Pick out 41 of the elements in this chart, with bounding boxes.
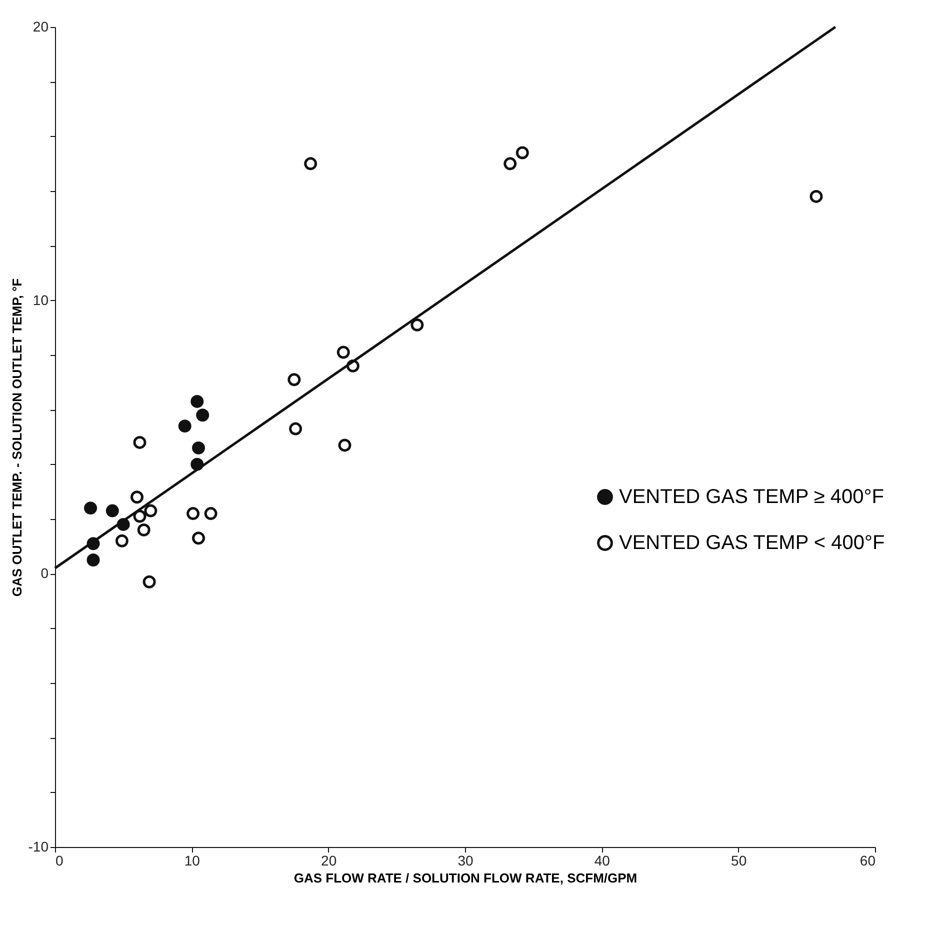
point <box>516 146 529 160</box>
point <box>304 157 318 170</box>
point <box>336 346 350 359</box>
point <box>289 422 302 436</box>
point <box>178 420 192 433</box>
point <box>86 554 100 566</box>
point <box>192 532 205 545</box>
y-axis-title: GAS OUTLET TEMP. - SOLUTION OUTLET TEMP, °F <box>9 278 24 597</box>
point <box>186 507 200 520</box>
point <box>84 502 98 515</box>
x-tick-label: 10 <box>184 852 200 868</box>
x-tick-label: 60 <box>860 852 876 868</box>
point <box>204 507 218 520</box>
y-tick-label: 0 <box>40 565 49 582</box>
point <box>133 510 146 523</box>
y-tick-label: 10 <box>32 292 49 308</box>
point <box>144 504 158 518</box>
x-axis-title: GAS FLOW RATE / SOLUTION FLOW RATE, SCFM/GPM <box>294 870 638 886</box>
point <box>504 157 517 170</box>
x-tick-label: 30 <box>458 852 474 868</box>
point <box>810 190 823 203</box>
y-tick-label: -10 <box>28 838 49 854</box>
x-tick-label: 0 <box>56 852 64 868</box>
legend-label: VENTED GAS TEMP ≥ 400°F <box>619 486 884 508</box>
point <box>142 575 156 588</box>
point <box>338 438 352 452</box>
point <box>192 441 205 454</box>
point <box>190 394 204 408</box>
point <box>115 534 128 548</box>
x-tick-label: 40 <box>594 852 610 868</box>
point <box>130 490 144 504</box>
x-tick-label: 20 <box>321 852 337 868</box>
point <box>410 318 424 332</box>
point <box>106 504 119 518</box>
point <box>137 523 150 536</box>
x-tick-label: 50 <box>731 852 747 868</box>
legend-label: VENTED GAS TEMP < 400°F <box>619 532 885 554</box>
y-tick-label: 20 <box>32 18 49 34</box>
point <box>288 373 301 386</box>
point <box>133 436 146 449</box>
point <box>196 408 210 422</box>
